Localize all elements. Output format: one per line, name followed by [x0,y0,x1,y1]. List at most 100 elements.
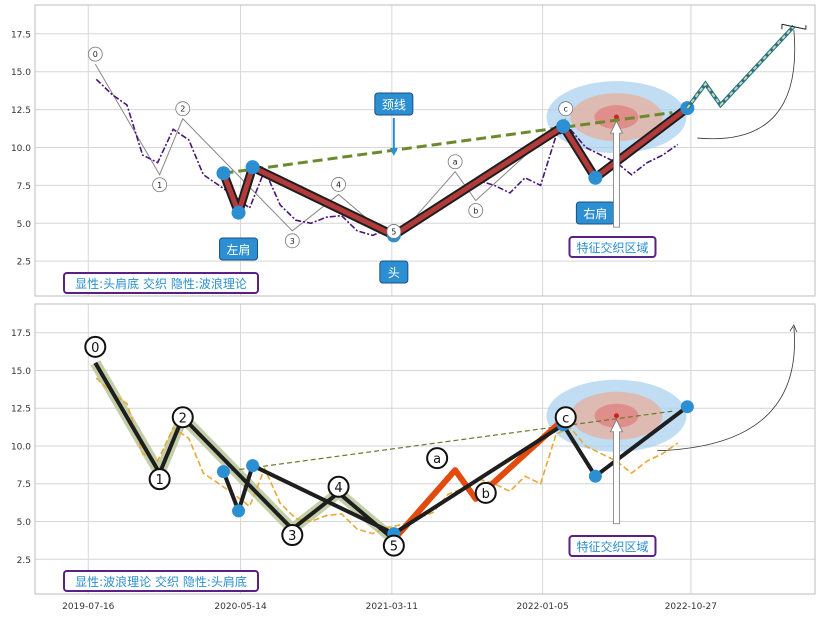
wave-label-circle [331,177,346,192]
wave-label-circle [281,524,304,547]
wave-label-circle [148,468,171,491]
wave-label: a [433,452,441,467]
wave-label: 5 [391,227,396,236]
projection-target-marker [781,23,807,30]
x-tick-label: 2022-01-05 [516,602,568,612]
pattern-point [556,119,571,134]
annotation-box [63,570,259,592]
pattern-point [246,459,260,473]
wave-trace-line [94,63,567,243]
y-tick-label: 17.5 [11,30,31,40]
wave-line [93,361,396,542]
pattern-label: 左肩 [227,242,251,257]
neckline-label-box [374,92,414,116]
wave-label: 4 [336,180,341,189]
wave-label: b [473,207,478,216]
y-tick-label: 7.5 [17,182,31,192]
wave-label-circle [284,233,300,249]
x-tick-label: 2020-05-14 [214,602,267,612]
wave-label-circle [468,203,484,218]
wave-label: 3 [288,529,296,544]
y-tick-label: 5.0 [17,220,32,230]
y-tick-label: 2.5 [17,556,31,566]
y-tick-label: 2.5 [17,258,31,268]
wave-label-circle [171,406,194,429]
x-tick-label: 2021-03-11 [366,602,418,612]
wave-label: 0 [91,341,99,356]
wave-label: 1 [157,181,162,190]
wave-label-circle [382,534,405,557]
wave-label-circle [426,447,449,470]
annotation-box [63,272,259,294]
neckline [223,111,673,175]
y-tick-label: 5.0 [17,518,32,528]
wave-label-circle [386,224,402,239]
y-tick-label: 10.0 [11,442,31,452]
wave-label-circle [152,177,168,193]
annotation-text: 显性:头肩底 交织 隐性:波浪理论 [75,276,247,291]
panel-bottom: 2.5 5.0 7.5 10.0 12.5 15.0 17.5 0 1 2 3 4 5 a b c 特征交织区域… [11,303,816,612]
region-pointer-arrow [609,120,624,228]
wave-label: c [564,105,568,114]
x-tick-label: 2019-07-16 [62,602,115,612]
y-tick-label: 10.0 [11,144,31,154]
region-label-box [568,236,657,258]
projection-line-inner [686,25,795,109]
region-pointer-arrow [609,418,624,525]
pattern-label-box [379,260,409,284]
region-label: 特征交织区域 [576,539,648,554]
wave-label: 4 [334,481,342,496]
wave-label-circle [447,154,463,170]
projection-arrow-head [789,324,798,333]
correction-wave-line [391,415,568,542]
wave-label: 0 [93,50,98,59]
neckline-pointer-head [389,148,398,156]
y-tick-label: 17.5 [11,329,31,339]
pattern-point [216,166,231,181]
region-center-point [613,114,619,120]
projection-curve-arrow [657,327,795,452]
y-tick-label: 12.5 [11,106,31,116]
wave-label-circle [558,101,574,117]
wave-label: c [562,411,569,426]
pattern-point [232,504,246,518]
pattern-label: 头 [388,266,400,280]
wave-label: 1 [155,473,163,488]
wave-label: 5 [390,540,398,555]
region-label-box [568,535,657,557]
pattern-point [216,465,230,479]
pattern-point [231,205,246,220]
region-label: 特征交织区域 [576,240,648,255]
pattern-point [588,170,603,185]
wave-label: 2 [179,411,187,426]
wave-label: 2 [180,105,185,114]
x-tick-label: 2022-10-27 [665,602,717,612]
y-tick-label: 12.5 [11,405,31,415]
y-tick-label: 7.5 [17,480,31,490]
wave-label-circle [327,475,350,498]
wave-label-circle [175,101,191,117]
wave-label: a [453,158,458,167]
y-tick-label: 15.0 [11,68,31,78]
pattern-point [245,160,260,175]
pattern-point [588,469,602,483]
wave-label: 3 [290,237,295,246]
pattern-label-box [219,237,259,261]
wave-label-circle [554,406,577,429]
annotation-text: 显性:波浪理论 交织 隐性:头肩底 [75,574,247,589]
wave-label-circle [84,335,107,358]
plot-frame [34,303,816,595]
wave-label: b [482,487,490,502]
price-series-line [95,377,679,535]
wave-label-circle [474,481,497,504]
neckline-label: 颈线 [382,98,406,112]
projection-line-outer [685,24,796,110]
wave-label-circle [87,46,103,62]
region-center-point [613,413,619,419]
plot-frame [34,4,816,297]
pattern-label: 右肩 [583,206,607,221]
neckline [223,410,673,473]
